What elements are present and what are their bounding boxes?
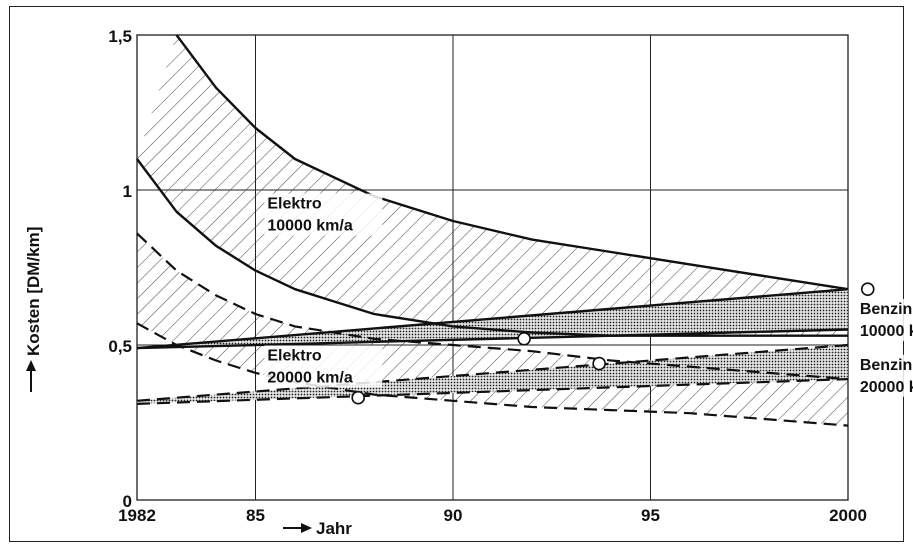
- data-marker: [592, 356, 606, 371]
- markers: [351, 282, 875, 405]
- axis-labels: Kosten [DM/km] Jahr: [24, 227, 352, 538]
- annotation-line1: Elektro: [267, 348, 321, 365]
- x-tick-label: 2000: [829, 506, 867, 525]
- series-line-elektro10_lower: [136, 158, 848, 337]
- y-axis-label: Kosten [DM/km]: [24, 227, 43, 356]
- series-line-elektro20_lower: [136, 322, 849, 427]
- annotations: Elektro 10000 km/a Elektro 20000 km/a Benzin…: [264, 193, 913, 397]
- data-marker: [860, 282, 875, 297]
- chart-frame: [9, 6, 904, 542]
- annotation-line2: 20000 km/a: [267, 370, 353, 387]
- y-tick-label: 0: [123, 492, 132, 511]
- x-tick-label: 90: [444, 506, 463, 525]
- band-benzin-20000: [137, 345, 848, 404]
- series-line-benzin10_upper: [136, 288, 849, 350]
- annotation-bg: [264, 193, 383, 236]
- y-tick-label: 1: [123, 182, 132, 201]
- annotation-bg: [856, 354, 913, 397]
- annotation-bg: [856, 299, 913, 341]
- y-tick-label: 0,5: [108, 337, 132, 356]
- annotation-bg: [264, 345, 383, 388]
- series-line-elektro10_upper: [175, 34, 849, 291]
- series-line-benzin10_lower: [136, 328, 849, 350]
- data-marker: [351, 390, 366, 405]
- x-tick-label: 1982: [118, 506, 156, 525]
- data-marker: [517, 331, 531, 346]
- annotation-line2: 10000 km/a: [267, 218, 353, 235]
- cost-lines: [136, 34, 849, 427]
- tick-labels: 1982 85 90 95 2000 0 0,5 1 1,5: [108, 27, 867, 525]
- annotation-line2: 10000 km/a: [860, 323, 913, 340]
- x-tick-label: 95: [641, 506, 660, 525]
- band-elektro-10000: [137, 35, 848, 336]
- x-axis-label: Jahr: [316, 519, 352, 538]
- annotation-line1: Benzin: [860, 301, 912, 318]
- series-line-benzin20_lower: [136, 378, 849, 405]
- annotation-line1: Benzin: [860, 357, 912, 374]
- annotation-line2: 20000 km/a: [860, 379, 913, 396]
- x-tick-label: 85: [246, 506, 265, 525]
- annotation-line1: Elektro: [267, 196, 321, 213]
- y-tick-label: 1,5: [108, 27, 132, 46]
